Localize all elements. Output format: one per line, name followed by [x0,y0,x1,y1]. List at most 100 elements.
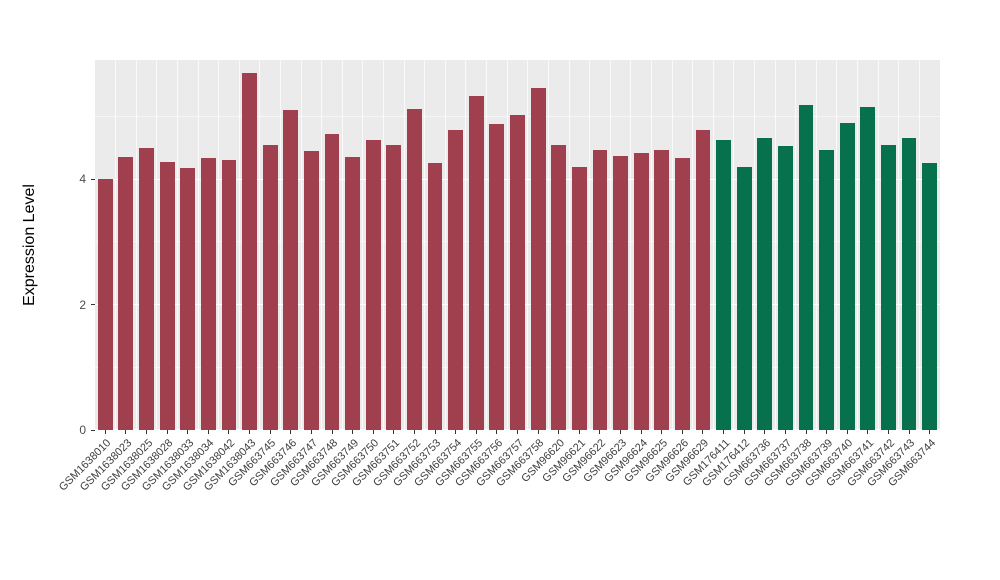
vertical-gridline [630,60,632,430]
vertical-gridline [321,60,323,430]
bar [118,157,134,430]
x-tick [640,430,642,434]
bar [489,123,505,430]
y-tick [91,429,95,431]
x-tick [413,430,415,434]
vertical-gridline [527,60,529,430]
x-tick [249,430,251,434]
vertical-gridline [444,60,446,430]
vertical-gridline [650,60,652,430]
vertical-gridline [815,60,817,430]
bar [654,149,670,430]
bar [448,130,464,430]
vertical-gridline [362,60,364,430]
bar [365,140,381,430]
bar [345,157,361,430]
vertical-gridline [424,60,426,430]
bar [736,166,752,430]
x-tick [207,430,209,434]
vertical-gridline [671,60,673,430]
vertical-gridline [341,60,343,430]
vertical-gridline [733,60,735,430]
vertical-gridline [857,60,859,430]
vertical-gridline [609,60,611,430]
bar [716,139,731,430]
vertical-gridline [115,60,117,430]
x-tick [764,430,766,434]
x-tick [558,430,560,434]
bar [778,145,793,430]
bar [860,107,876,430]
bar [283,110,299,430]
vertical-gridline [506,60,508,430]
bar [427,163,443,430]
x-tick [723,430,725,434]
bar [530,88,546,430]
x-tick [578,430,580,434]
vertical-gridline [692,60,694,430]
vertical-gridline [589,60,591,430]
bar [180,167,196,430]
bar [242,72,257,430]
y-tick-label: 2 [79,297,86,312]
x-tick [702,430,704,434]
x-tick [517,430,518,434]
x-tick [661,430,663,434]
bar [901,138,917,430]
x-tick [290,430,292,434]
vertical-gridline [568,60,570,430]
x-tick [455,430,457,434]
bar [613,155,628,430]
y-axis: 0 2 4 [0,60,95,437]
bar [468,95,484,430]
x-tick [228,430,230,434]
bar [839,122,855,430]
x-tick [475,430,477,434]
x-tick [352,430,354,434]
bar [221,160,237,430]
bar [571,166,587,430]
y-tick [91,304,95,306]
plot-panel [95,60,940,431]
x-tick [331,430,333,434]
x-tick [310,430,312,434]
vertical-gridline [156,60,158,430]
vertical-gridline [898,60,900,430]
vertical-gridline [197,60,199,430]
x-tick [846,430,848,434]
x-tick [743,430,745,434]
x-tick [434,430,436,434]
bar [592,149,608,430]
x-tick [393,430,395,434]
vertical-gridline [403,60,405,430]
vertical-gridline [135,60,137,430]
vertical-gridline [547,60,549,430]
vertical-gridline [795,60,797,430]
vertical-gridline [176,60,178,430]
x-tick [908,430,910,434]
x-tick [867,430,869,434]
bar [262,144,278,430]
x-tick [269,430,271,434]
bar [881,144,896,430]
vertical-gridline [836,60,838,430]
bar [159,161,175,430]
x-tick [681,430,683,434]
y-tick-label: 0 [79,423,86,437]
x-tick [372,430,374,434]
bar [819,149,835,430]
bar [633,152,649,430]
vertical-gridline [383,60,385,430]
vertical-gridline [754,60,755,430]
vertical-gridline [486,60,488,430]
bar [922,163,938,430]
x-tick [805,430,807,434]
bar [303,150,319,430]
vertical-gridline [877,60,879,430]
x-tick [537,430,539,434]
x-tick [784,430,786,434]
x-tick [496,430,498,434]
vertical-gridline [774,60,776,430]
x-tick [125,430,127,434]
